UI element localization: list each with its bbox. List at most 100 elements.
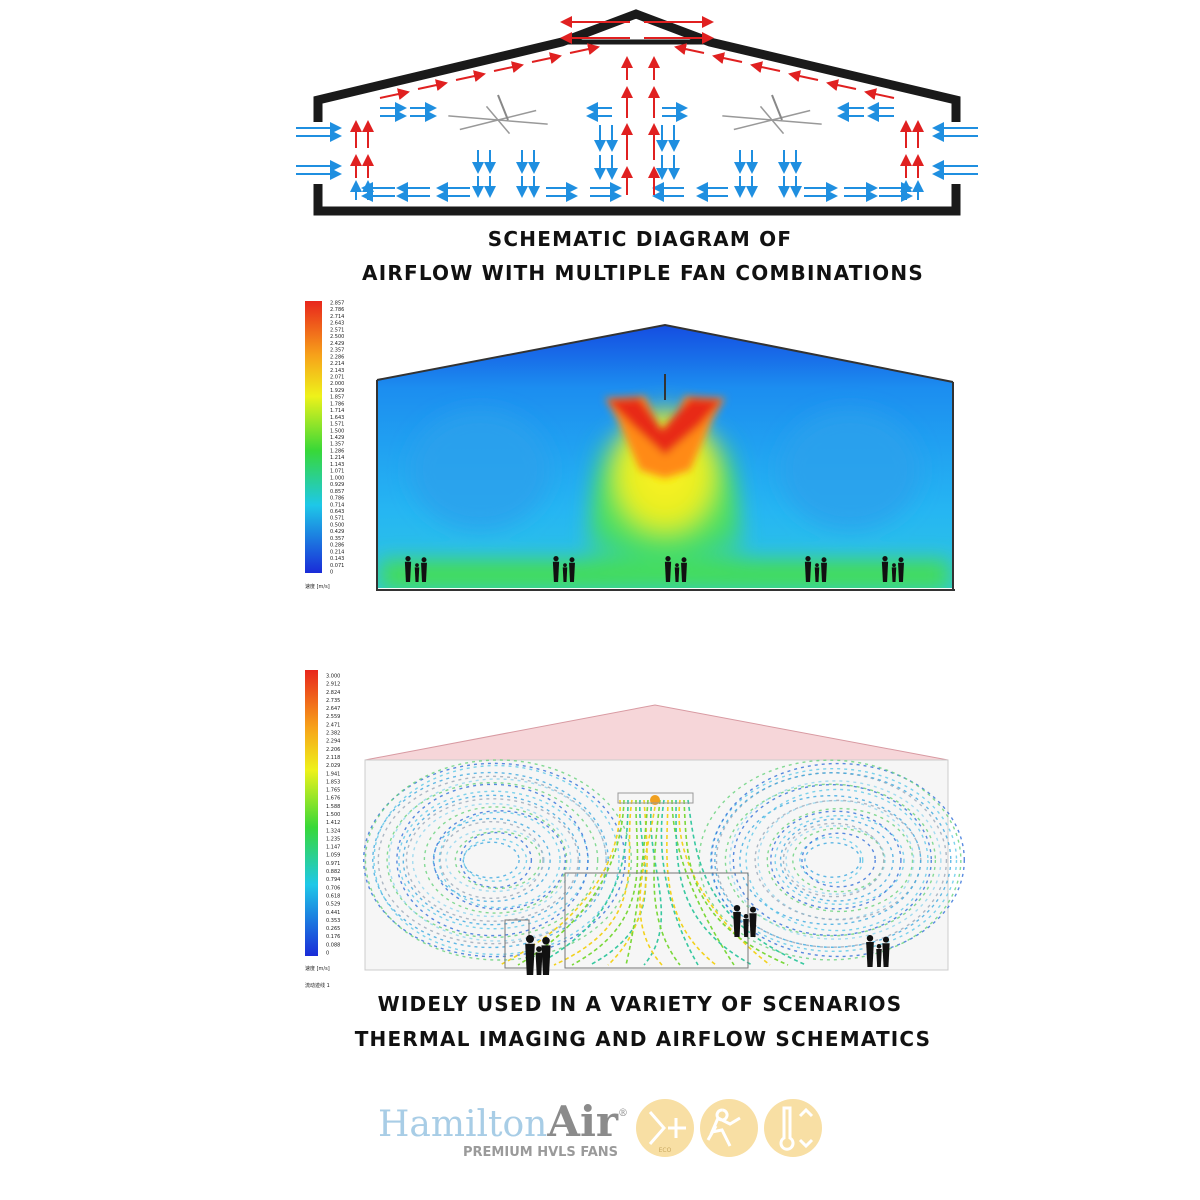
scale-label: 2.471 <box>326 722 340 728</box>
fan-blade <box>459 119 499 131</box>
scale-label: 2.286 <box>330 354 344 360</box>
streamline <box>666 799 717 966</box>
streamline <box>459 831 533 889</box>
streamline <box>785 825 886 895</box>
scale-label: 1.941 <box>326 771 340 777</box>
streamline <box>660 799 699 966</box>
scale-label: 2.500 <box>330 334 344 340</box>
person-head <box>569 557 575 563</box>
color-scale <box>305 670 318 956</box>
streamline <box>643 799 663 966</box>
person-head <box>563 563 567 568</box>
streamline <box>774 814 905 906</box>
fan-mount <box>497 94 509 121</box>
streamline <box>517 799 625 966</box>
streamline <box>411 802 572 918</box>
scale-label: 1.429 <box>330 435 344 441</box>
person-head <box>743 913 749 919</box>
scale-label: 0.265 <box>326 926 340 932</box>
person-head <box>898 557 904 563</box>
scale-label: 2.029 <box>326 763 340 769</box>
scale-label: 1.324 <box>326 828 340 834</box>
people <box>881 556 904 582</box>
scale-label: 1.000 <box>330 475 344 481</box>
streamline <box>683 799 789 966</box>
streamline <box>535 799 629 966</box>
person-body <box>821 562 827 582</box>
scale-label: 1.357 <box>330 442 344 448</box>
scale-label: 1.235 <box>326 836 340 842</box>
trace-label: 流动迹线 1 <box>305 982 330 989</box>
scale-label: 0.214 <box>330 549 344 555</box>
room <box>364 759 949 971</box>
unit-label: 速度 [m/s] <box>305 965 330 972</box>
caption: WIDELY USED IN A VARIETY OF SCENARIOS <box>378 992 903 1016</box>
person-body <box>804 561 812 582</box>
person-body <box>421 562 427 582</box>
person-body <box>569 562 575 582</box>
scale-label: 1.412 <box>326 820 340 826</box>
flow-arrow <box>569 43 600 55</box>
scale-label: 0.429 <box>330 529 344 535</box>
person-body <box>552 561 560 582</box>
streamline <box>739 794 922 926</box>
scale-labels: 3.000 2.912 2.824 2.735 2.647 2.559 2.471 2.382… <box>326 674 340 957</box>
streamline <box>801 832 876 888</box>
scale-label: 0.441 <box>326 910 340 916</box>
fan-blade <box>485 105 499 121</box>
scale-label: 1.765 <box>326 788 340 794</box>
scale-label: 1.571 <box>330 422 344 428</box>
streamline <box>714 772 952 948</box>
flow-arrow <box>750 61 781 73</box>
scale-label: 1.714 <box>330 408 344 414</box>
person-body <box>876 949 882 967</box>
unit-label: 速度 [m/s] <box>305 583 330 590</box>
streamline <box>639 799 663 966</box>
scale-label: 2.735 <box>326 698 340 704</box>
person-body <box>535 952 543 975</box>
hot-zone <box>605 396 725 478</box>
streamline <box>454 830 541 890</box>
flow-arrow <box>826 79 857 91</box>
person-head <box>526 935 534 943</box>
people <box>733 905 757 937</box>
person-head <box>815 563 819 568</box>
streamline <box>724 783 937 937</box>
fan-blade <box>733 119 773 131</box>
scale-label: 1.143 <box>330 462 344 468</box>
person-body <box>674 567 680 582</box>
scale-label: 0.857 <box>330 489 344 495</box>
person-head <box>681 557 687 563</box>
streamline <box>804 842 862 878</box>
person-body <box>743 919 749 937</box>
person-body <box>882 943 890 967</box>
scale-label: 0.786 <box>330 496 344 502</box>
hot-v-core <box>607 398 722 455</box>
scale-label: 0.618 <box>326 893 340 899</box>
fan-blade <box>497 119 511 135</box>
streamline <box>571 799 639 966</box>
scale-label: 0.643 <box>330 509 344 515</box>
scale-label: 0.794 <box>326 877 340 883</box>
scale-label: 0.500 <box>330 522 344 528</box>
scale-label: 1.071 <box>330 469 344 475</box>
fan-blade <box>771 119 822 125</box>
streamlines <box>362 759 965 966</box>
schematic-caption: AIRFLOW WITH MULTIPLE FAN COMBINATIONS <box>362 261 924 285</box>
fan-blade <box>759 105 773 121</box>
streamline <box>589 799 647 966</box>
person-head <box>882 936 890 943</box>
scale-label: 0.071 <box>330 563 344 569</box>
fan-box <box>617 792 694 804</box>
streamline <box>745 788 929 932</box>
scale-label: 3.000 <box>326 674 340 680</box>
scale-label: 1.500 <box>330 428 344 434</box>
scale-label: 1.786 <box>330 401 344 407</box>
flow-arrow <box>788 70 819 82</box>
schematic-caption: SCHEMATIC DIAGRAM OF <box>488 227 792 251</box>
streamline <box>687 799 807 966</box>
person-head <box>553 556 559 562</box>
streamline <box>675 799 753 966</box>
scale-labels: 2.8572.7862.7142.6432.5712.5002.4292.357… <box>330 301 344 576</box>
